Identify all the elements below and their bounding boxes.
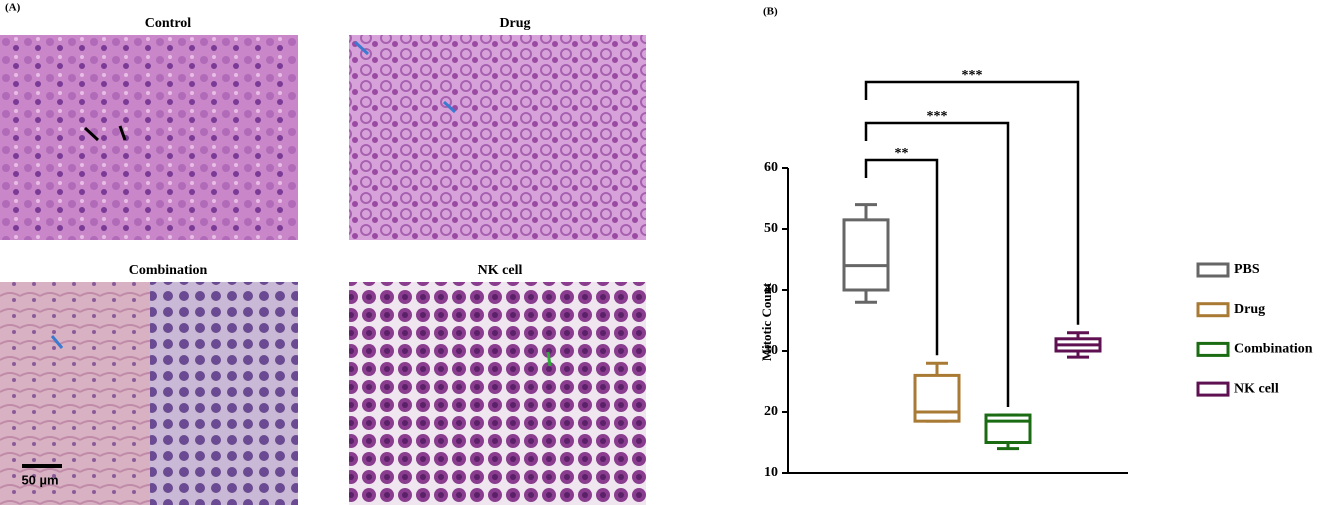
- legend-swatch: [1196, 381, 1230, 397]
- y-tick-label: 50: [764, 221, 778, 236]
- histology-image: [349, 282, 646, 505]
- significance-bracket: [864, 158, 939, 356]
- panel-label: (B): [763, 6, 778, 18]
- image-title: Control: [145, 16, 192, 31]
- y-tick-label: 10: [764, 465, 778, 480]
- image-title: Drug: [499, 16, 530, 31]
- panel-label: (A): [5, 2, 21, 14]
- image-title: NK cell: [478, 263, 523, 278]
- scale-bar-label: 50 µm: [21, 472, 58, 487]
- legend-label: PBS: [1234, 262, 1260, 277]
- y-tick-label: 60: [764, 160, 778, 175]
- y-tick-label: 40: [764, 282, 778, 297]
- legend-label: NK cell: [1234, 381, 1279, 396]
- histology-image: [349, 35, 646, 240]
- significance-label: **: [895, 146, 909, 161]
- arrows: [50, 40, 552, 367]
- significance-label: ***: [962, 68, 983, 83]
- box: [984, 413, 1032, 444]
- image-title: Combination: [129, 263, 208, 278]
- box: [913, 373, 961, 423]
- legend-label: Drug: [1234, 302, 1265, 317]
- legend-swatch: [1196, 302, 1230, 318]
- legend-swatch: [1196, 341, 1230, 357]
- scale-bar: [22, 464, 62, 468]
- legend-swatch: [1196, 262, 1230, 278]
- histology-image: [150, 282, 298, 505]
- box: [842, 218, 890, 292]
- significance-label: ***: [927, 109, 948, 124]
- histology-image: [0, 35, 298, 240]
- significance-bracket: [864, 121, 1010, 408]
- significance-bracket: [864, 80, 1080, 325]
- y-axis-label: Mitotic Count: [759, 282, 774, 361]
- y-tick-label: 30: [764, 343, 778, 358]
- legend-label: Combination: [1234, 342, 1313, 357]
- y-tick-label: 20: [764, 404, 778, 419]
